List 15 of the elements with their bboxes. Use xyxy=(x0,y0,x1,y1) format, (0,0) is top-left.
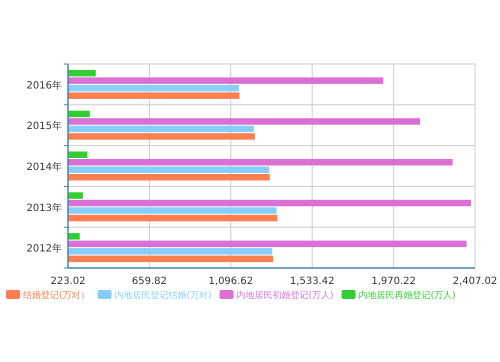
x-tick-label: 2,407.02 xyxy=(452,276,498,287)
x-tick-label: 223.02 xyxy=(50,276,86,287)
legend-label: 结婚登记(万对） xyxy=(23,290,90,301)
x-tick-label: 1,970.22 xyxy=(371,276,416,287)
y-tick-label: 2012年 xyxy=(26,242,62,255)
y-tick-label: 2014年 xyxy=(26,161,62,173)
x-tick-label: 659.82 xyxy=(132,276,167,287)
x-tick-label: 1,533.42 xyxy=(290,276,334,287)
x-tick-label: 1,096.62 xyxy=(208,276,254,287)
legend-label: 内地居民初婚登记(万人) xyxy=(236,290,334,301)
y-tick-label: 2016年 xyxy=(26,79,62,92)
y-tick-label: 2013年 xyxy=(26,202,62,214)
legend-label: 内地居民再婚登记(万人) xyxy=(358,290,456,301)
legend-label: 内地居民登记结婚(万对) xyxy=(114,290,212,301)
y-tick-label: 2015年 xyxy=(26,120,62,132)
